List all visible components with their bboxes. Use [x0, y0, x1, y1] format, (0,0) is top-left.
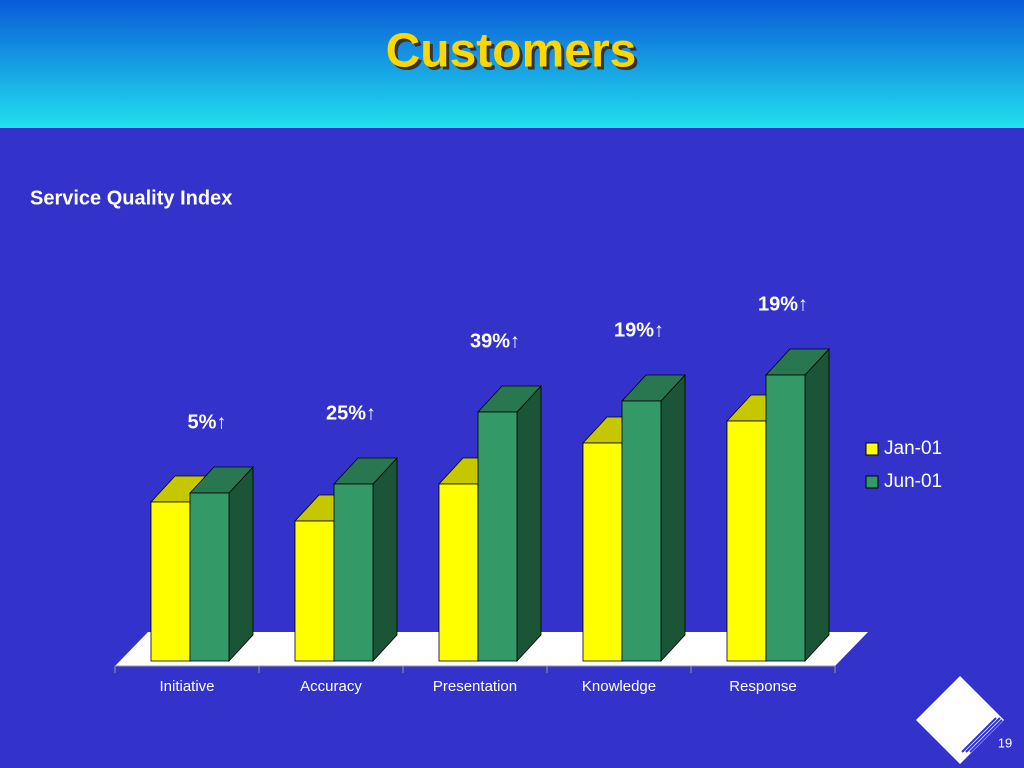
x-tick-label: Initiative: [159, 678, 214, 695]
bar: [150, 501, 191, 662]
bar: [333, 483, 374, 662]
change-annotation: 39%↑: [470, 330, 520, 352]
logo: [916, 676, 1004, 764]
bar: [477, 411, 518, 662]
bar: [582, 442, 623, 662]
change-annotation: 19%↑: [758, 293, 808, 315]
x-tick-label: Response: [729, 678, 797, 695]
legend-swatch: [865, 442, 879, 456]
x-tick-label: Knowledge: [582, 678, 656, 695]
bar-side: [228, 465, 254, 663]
bar: [438, 483, 479, 662]
change-annotation: 25%↑: [326, 402, 376, 424]
bar: [189, 492, 230, 662]
bar-side: [372, 456, 398, 663]
legend-label: Jan-01: [884, 438, 942, 459]
legend-swatch: [865, 475, 879, 489]
header-band: [0, 0, 1024, 128]
bar-side: [660, 373, 686, 663]
page-number: 19: [998, 735, 1012, 750]
bar: [726, 420, 767, 662]
bar-side: [516, 384, 542, 663]
x-tick-label: Accuracy: [300, 678, 362, 695]
bar: [765, 374, 806, 662]
bar-side: [804, 347, 830, 663]
bar: [621, 400, 662, 662]
chart-title: Service Quality Index: [30, 187, 232, 209]
legend-label: Jun-01: [884, 471, 942, 492]
change-annotation: 5%↑: [188, 411, 227, 433]
bar: [294, 520, 335, 662]
change-annotation: 19%↑: [614, 319, 664, 341]
title-shadow: Customers: [389, 28, 640, 81]
slide-title: Customers: [386, 25, 637, 78]
x-tick-label: Presentation: [433, 678, 517, 695]
